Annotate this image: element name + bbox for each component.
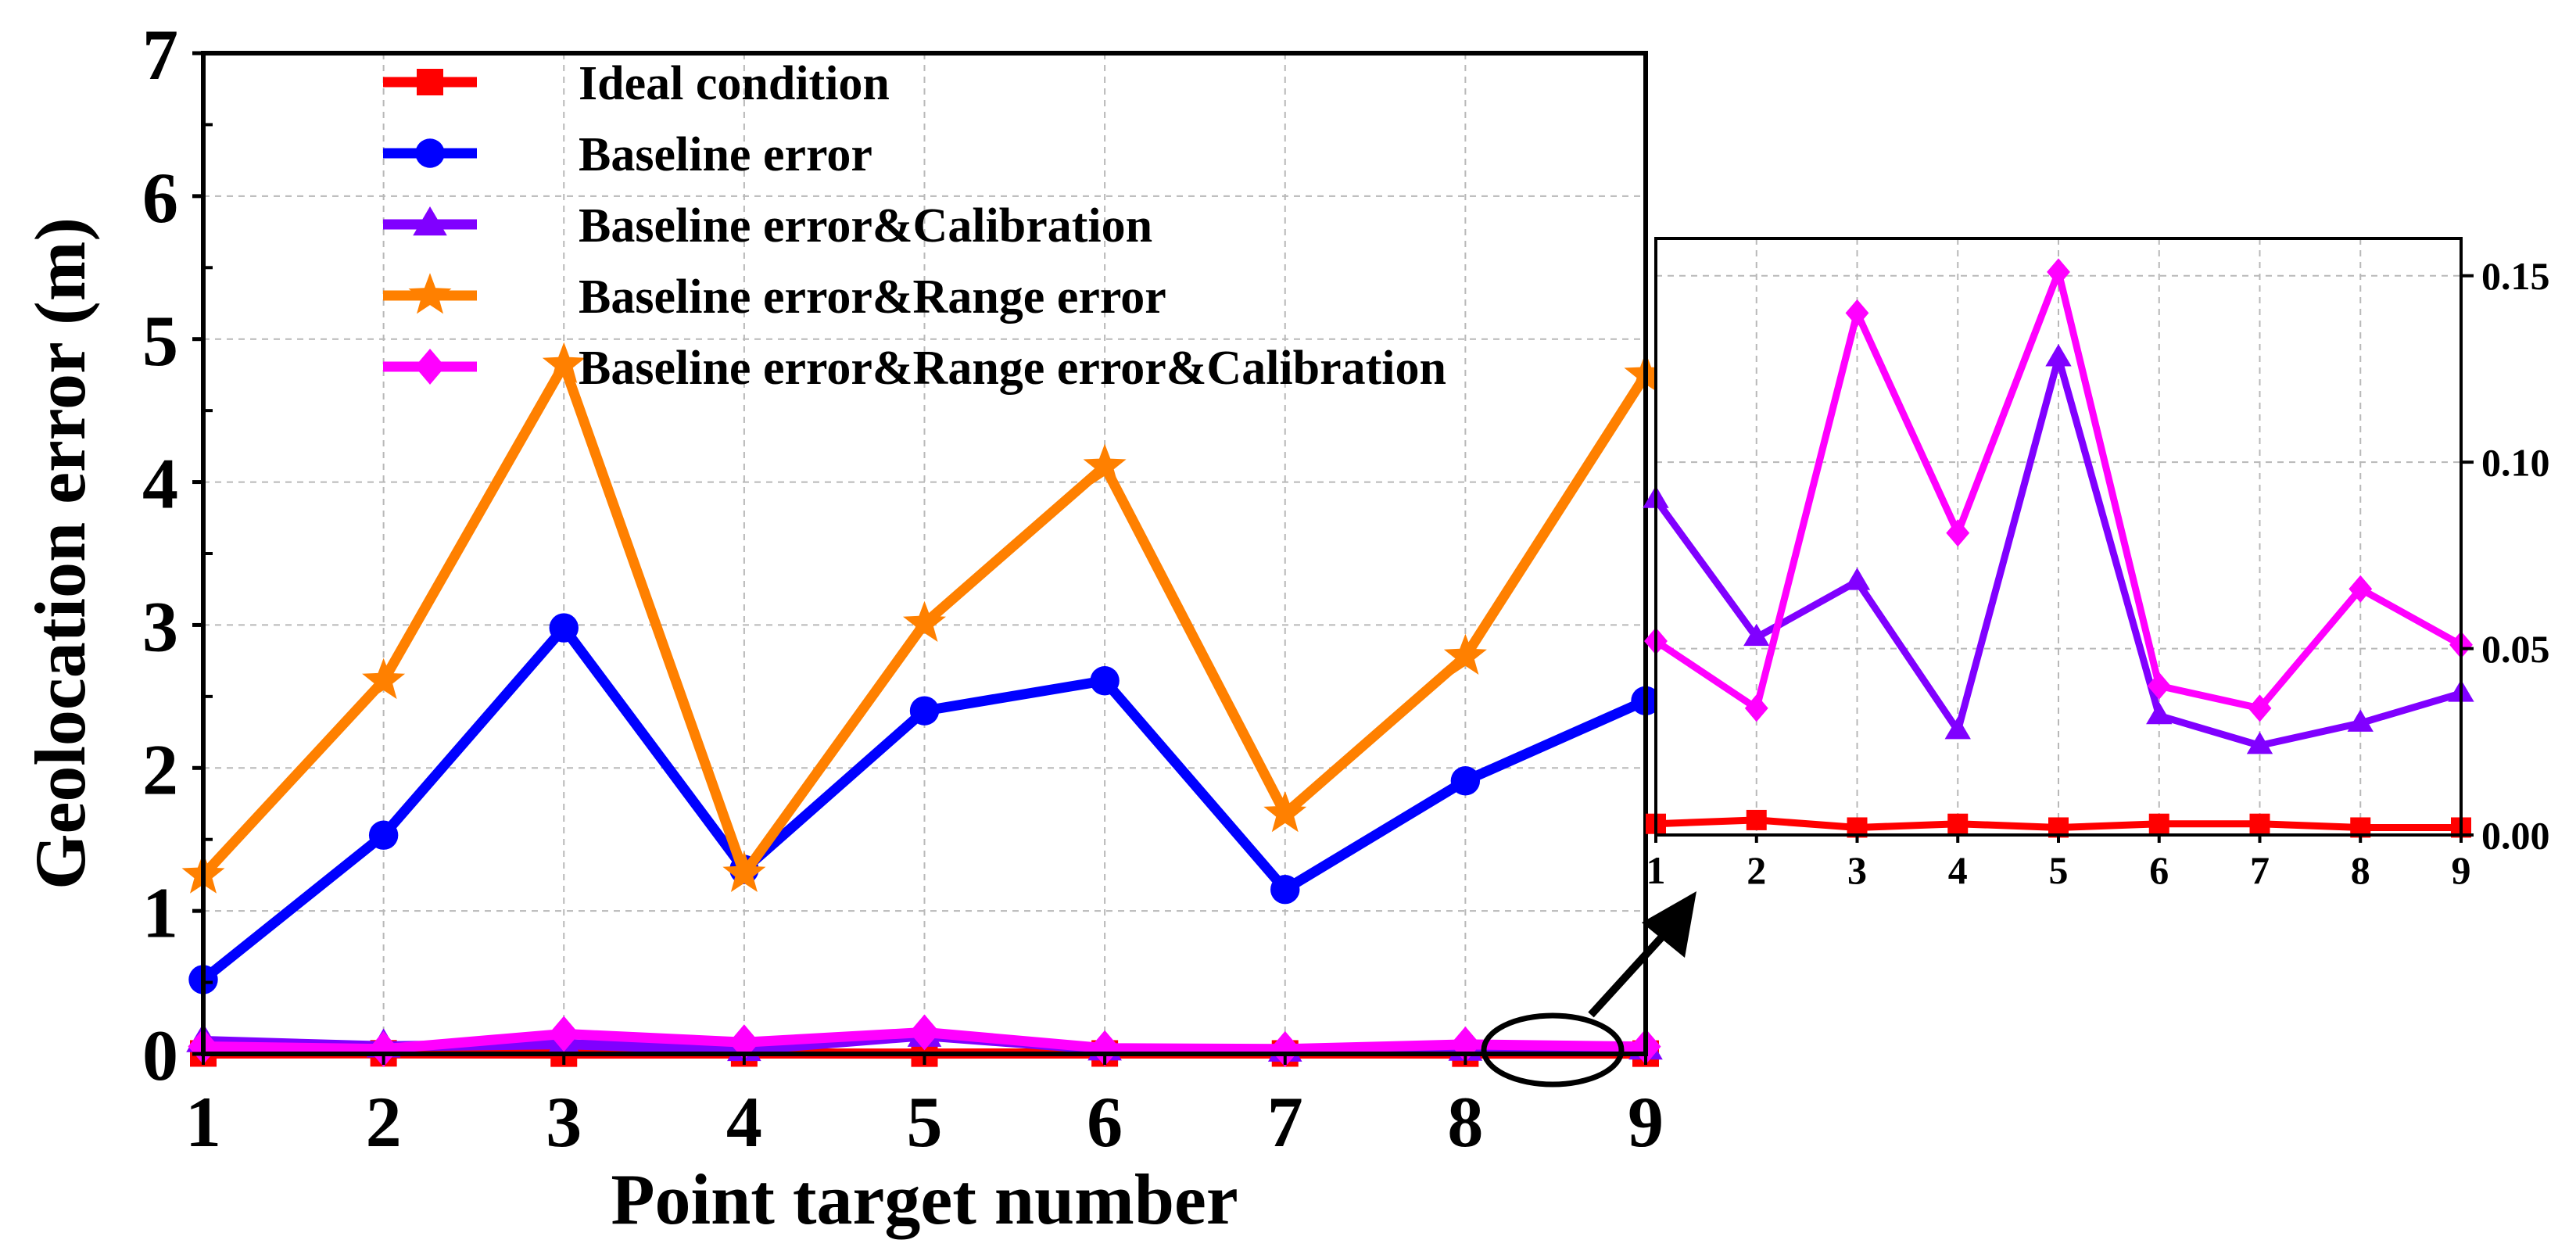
chart1-xtick-label-3: 4 — [1948, 848, 1968, 892]
chart1-point-series-1-6 — [2149, 814, 2169, 834]
chart0-ytick-label-0: 0 — [142, 1016, 178, 1095]
chart0-point-baseline-error-6 — [1090, 666, 1119, 695]
chart0-ytick-label-5: 5 — [142, 301, 178, 381]
legend-marker-ideal-condition — [417, 69, 443, 95]
chart1-xtick-label-6: 7 — [2250, 848, 2270, 892]
chart0-ytick-label-7: 7 — [142, 15, 178, 95]
chart1-xtick-label-0: 1 — [1646, 848, 1666, 892]
chart1-point-series-1-4 — [1947, 814, 1968, 834]
chart0-xtick-label-7: 8 — [1447, 1082, 1483, 1162]
chart0-xtick-label-8: 9 — [1628, 1082, 1664, 1162]
chart0-ytick-label-1: 1 — [142, 873, 178, 952]
y-axis-title: Geolocation error (m) — [20, 217, 100, 890]
chart1-xtick-label-2: 3 — [1847, 848, 1867, 892]
chart1-ytick-label-2: 0.10 — [2481, 441, 2550, 485]
legend-label-ideal-condition: Ideal condition — [579, 57, 890, 110]
chart1-xtick-label-7: 8 — [2351, 848, 2370, 892]
chart0-ytick-label-2: 2 — [142, 729, 178, 809]
chart0-xtick-label-1: 2 — [366, 1082, 402, 1162]
legend-label-baseline-error-range-error-calibration: Baseline error&Range error&Calibration — [579, 342, 1446, 395]
chart0-point-baseline-error-3 — [550, 613, 579, 642]
chart0-ytick-label-6: 6 — [142, 158, 178, 238]
chart0-xtick-label-6: 7 — [1267, 1082, 1303, 1162]
chart0-point-baseline-error-2 — [369, 821, 398, 850]
chart0-xtick-label-2: 3 — [546, 1082, 582, 1162]
chart1-point-series-1-7 — [2250, 814, 2270, 834]
chart1-ytick-label-3: 0.15 — [2481, 254, 2550, 298]
x-axis-title: Point target number — [611, 1159, 1238, 1239]
legend-label-baseline-error: Baseline error — [579, 128, 872, 181]
chart0-point-baseline-error-7 — [1270, 875, 1299, 904]
legend-label-baseline-error-range-error: Baseline error&Range error — [579, 271, 1166, 324]
chart1-xtick-label-4: 5 — [2049, 848, 2069, 892]
chart0-xtick-label-4: 5 — [907, 1082, 943, 1162]
chart0-xtick-label-0: 1 — [185, 1082, 221, 1162]
chart1-xtick-label-5: 6 — [2149, 848, 2169, 892]
chart0-ytick-label-4: 4 — [142, 444, 178, 524]
chart1-point-series-1-2 — [1747, 810, 1767, 830]
legend-label-baseline-error-calibration: Baseline error&Calibration — [579, 199, 1152, 253]
chart1-ytick-label-1: 0.05 — [2481, 627, 2550, 671]
legend-marker-baseline-error — [415, 138, 444, 167]
chart0-xtick-label-5: 6 — [1087, 1082, 1123, 1162]
chart0-xtick-label-3: 4 — [726, 1082, 762, 1162]
chart1-ytick-label-0: 0.00 — [2481, 814, 2550, 858]
chart1-xtick-label-8: 9 — [2452, 848, 2471, 892]
chart0-point-baseline-error-5 — [910, 696, 939, 725]
chart0-point-baseline-error-8 — [1451, 766, 1480, 795]
chart0-ytick-label-3: 3 — [142, 587, 178, 667]
chart1-xtick-label-1: 2 — [1747, 848, 1766, 892]
